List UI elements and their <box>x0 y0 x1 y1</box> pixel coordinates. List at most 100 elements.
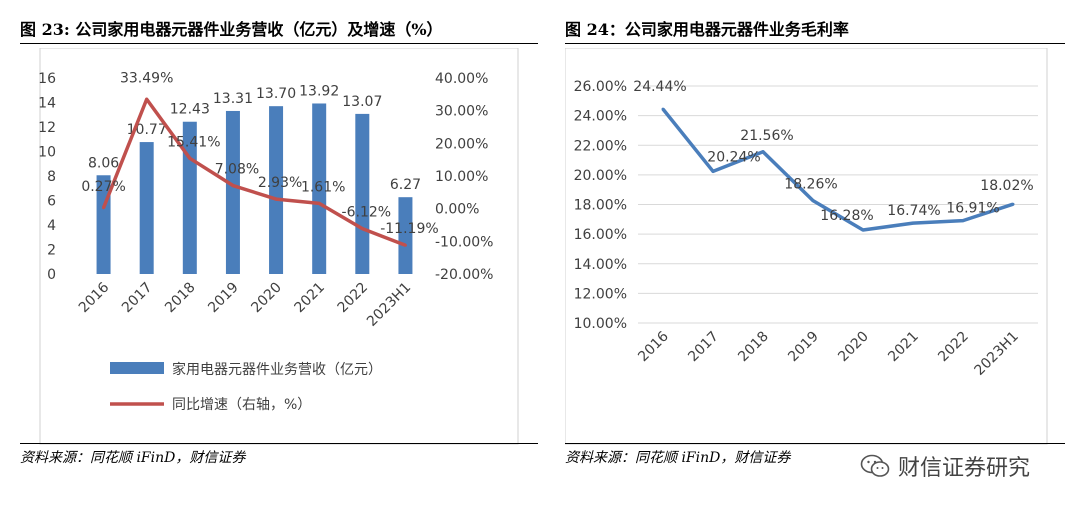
x-tick-label: 2017 <box>119 280 156 317</box>
bar-value-label: 13.07 <box>342 94 382 110</box>
x-tick-label: 2022 <box>335 280 372 317</box>
x-tick-label: 2020 <box>835 329 872 366</box>
watermark: 财信证券研究 <box>860 450 1030 482</box>
bar-value-label: 13.92 <box>299 83 339 99</box>
bar-value-label: 12.43 <box>170 102 210 118</box>
bar-value-label: 13.70 <box>256 86 296 102</box>
margin-point <box>811 199 815 203</box>
y-tick-label: 8 <box>47 169 56 185</box>
y2-tick-label: 10.00% <box>435 169 488 185</box>
bar <box>139 142 154 274</box>
figure-24-top-rule <box>565 43 1065 44</box>
x-tick-label: 2019 <box>785 329 822 366</box>
growth-point <box>274 197 278 201</box>
y-tick-label: 6 <box>47 194 56 210</box>
x-tick-label: 2017 <box>685 329 722 366</box>
y2-tick-label: 20.00% <box>435 136 488 152</box>
bar <box>312 103 327 274</box>
growth-value-label: -6.12% <box>342 205 392 221</box>
chart-frame <box>565 48 1048 445</box>
margin-point <box>761 150 765 154</box>
margin-point <box>661 107 665 111</box>
y2-tick-label: -20.00% <box>435 267 493 283</box>
y-tick-label: 4 <box>47 218 56 234</box>
margin-point <box>911 221 915 225</box>
growth-point <box>403 243 407 247</box>
y2-tick-label: 0.00% <box>435 202 479 218</box>
y-tick-label: 20.00% <box>574 168 627 184</box>
growth-point <box>360 227 364 231</box>
y-tick-label: 10 <box>38 145 56 161</box>
y-tick-label: 14.00% <box>574 257 627 273</box>
watermark-text: 财信证券研究 <box>898 456 1031 481</box>
y-tick-label: 16.00% <box>574 227 627 243</box>
y-tick-label: 22.00% <box>574 138 627 154</box>
growth-value-label: 7.08% <box>215 162 259 178</box>
bar-value-label: 8.06 <box>88 155 119 171</box>
y-tick-label: 12.00% <box>574 286 627 302</box>
y-tick-label: 18.00% <box>574 198 627 214</box>
x-tick-label: 2021 <box>885 329 922 366</box>
growth-point <box>188 156 192 160</box>
bar <box>269 106 284 274</box>
bar <box>225 110 240 274</box>
margin-point <box>961 219 965 223</box>
bar-value-label: 13.31 <box>213 91 253 107</box>
bar-value-label: 6.27 <box>390 177 421 193</box>
x-tick-label: 2016 <box>635 328 672 365</box>
y2-tick-label: 30.00% <box>435 104 488 120</box>
bar <box>355 113 370 274</box>
y-tick-label: 26.00% <box>574 79 627 95</box>
margin-value-label: 16.74% <box>887 203 940 219</box>
margin-value-label: 20.24% <box>707 149 760 165</box>
margin-value-label: 16.28% <box>820 208 873 224</box>
growth-point <box>102 206 106 210</box>
x-tick-label: 2021 <box>292 280 329 317</box>
y-tick-label: 0 <box>47 267 56 283</box>
x-tick-label: 2023H1 <box>364 280 414 330</box>
chart-frame <box>39 48 519 445</box>
figure-23-title: 图 23: 公司家用电器元器件业务营收（亿元）及增速（%） <box>20 20 443 39</box>
y2-tick-label: 40.00% <box>435 71 488 87</box>
y-tick-label: 12 <box>38 120 56 136</box>
x-tick-label: 2018 <box>735 329 772 366</box>
y-tick-label: 16 <box>38 71 56 87</box>
x-tick-label: 2019 <box>205 280 242 317</box>
x-tick-label: 2016 <box>76 279 113 316</box>
growth-value-label: 1.61% <box>301 179 345 195</box>
margin-value-label: 16.91% <box>946 201 999 217</box>
margin-line <box>661 108 1014 232</box>
growth-value-label: 0.27% <box>81 179 125 195</box>
growth-value-label: 15.41% <box>167 134 220 150</box>
margin-point <box>711 169 715 173</box>
margin-point <box>861 228 865 232</box>
margin-value-label: 21.56% <box>740 128 793 144</box>
wechat-icon <box>860 454 890 477</box>
margin-value-label: 24.44% <box>633 79 686 95</box>
x-tick-label: 2023H1 <box>972 329 1022 379</box>
bar <box>398 197 413 274</box>
legend-line-label: 同比增速（右轴，%） <box>172 397 311 413</box>
figure-23-source: 资料来源：同花顺 iFinD，财信证券 <box>20 450 246 466</box>
figure-23-chart: 0 2 4 6 8 10 12 14 16 -20.00% -10.00% 0.00% 10.00% 20… <box>38 48 519 445</box>
margin-point <box>1011 202 1015 206</box>
x-tick-label: 2018 <box>162 280 199 317</box>
figure-24-chart: 10.00% 12.00% 14.00% 16.00% 18.00% 20.00% 22.0… <box>565 48 1048 445</box>
y2-tick-label: -10.00% <box>435 234 493 250</box>
figure-24-title: 图 24：公司家用电器元器件业务毛利率 <box>565 20 849 39</box>
y-tick-label: 10.00% <box>574 316 627 332</box>
figure-24-source: 资料来源：同花顺 iFinD，财信证券 <box>565 450 791 466</box>
growth-value-label: 2.93% <box>258 175 302 191</box>
figure-23-bottom-rule <box>20 443 538 444</box>
growth-point <box>317 201 321 205</box>
legend-bar-swatch <box>110 362 164 374</box>
margin-value-label: 18.02% <box>980 178 1033 194</box>
y-tick-label: 24.00% <box>574 109 627 125</box>
growth-value-label: -11.19% <box>380 221 438 237</box>
margin-value-label: 18.26% <box>784 177 837 193</box>
figure-23-top-rule <box>20 43 538 44</box>
x-tick-label: 2020 <box>248 280 285 317</box>
growth-point <box>231 184 235 188</box>
growth-line <box>101 97 407 247</box>
growth-value-label: 33.49% <box>120 70 173 86</box>
